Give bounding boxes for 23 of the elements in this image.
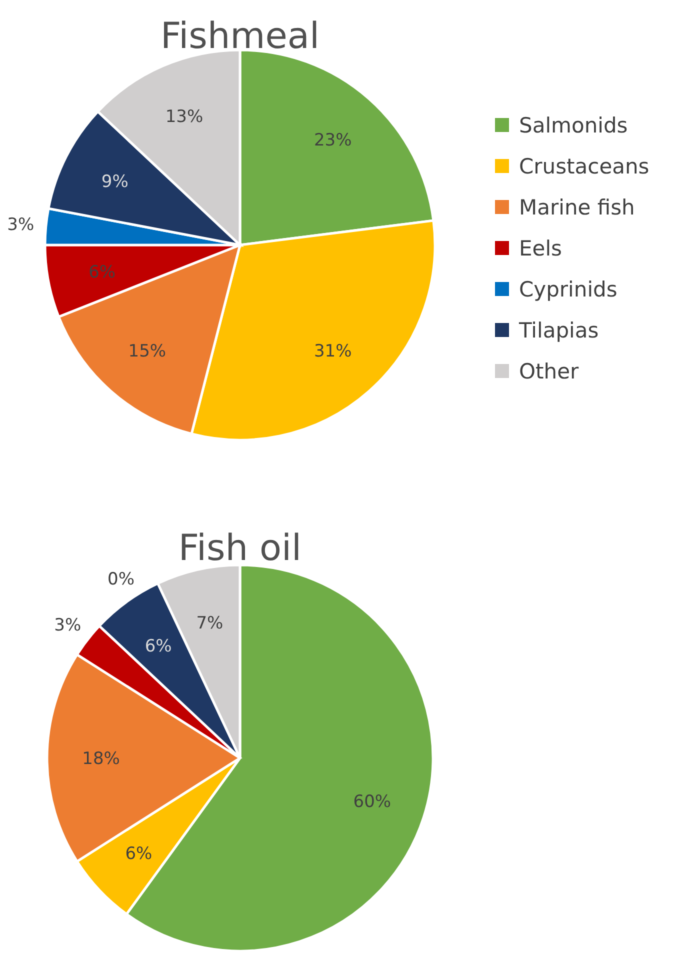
data-label: 6% (144, 636, 172, 657)
data-label: 6% (88, 262, 116, 282)
legend-label: Eels (519, 236, 562, 260)
data-label: 13% (165, 107, 204, 128)
data-label: 6% (125, 844, 152, 864)
data-label: 31% (314, 341, 352, 362)
data-label: 9% (101, 172, 128, 192)
legend-label: Salmonids (519, 113, 628, 138)
legend-label: Crustaceans (519, 154, 650, 178)
legend-label: Cyprinids (519, 277, 618, 302)
chart-title: Fish oil (178, 528, 302, 569)
data-label: 3% (7, 215, 34, 236)
text: 0% (108, 570, 135, 590)
data-label: 7% (196, 613, 224, 634)
legend-label: Tilapias (518, 318, 599, 342)
chart-title: Fishmeal (160, 16, 320, 57)
legend-label: Other (519, 359, 579, 384)
data-label: 15% (128, 341, 166, 362)
data-label: 18% (82, 748, 120, 769)
data-label: 3% (54, 615, 82, 636)
data-label: 23% (314, 130, 352, 151)
data-label: 60% (353, 792, 392, 812)
legend-label: Marine fish (519, 195, 635, 220)
